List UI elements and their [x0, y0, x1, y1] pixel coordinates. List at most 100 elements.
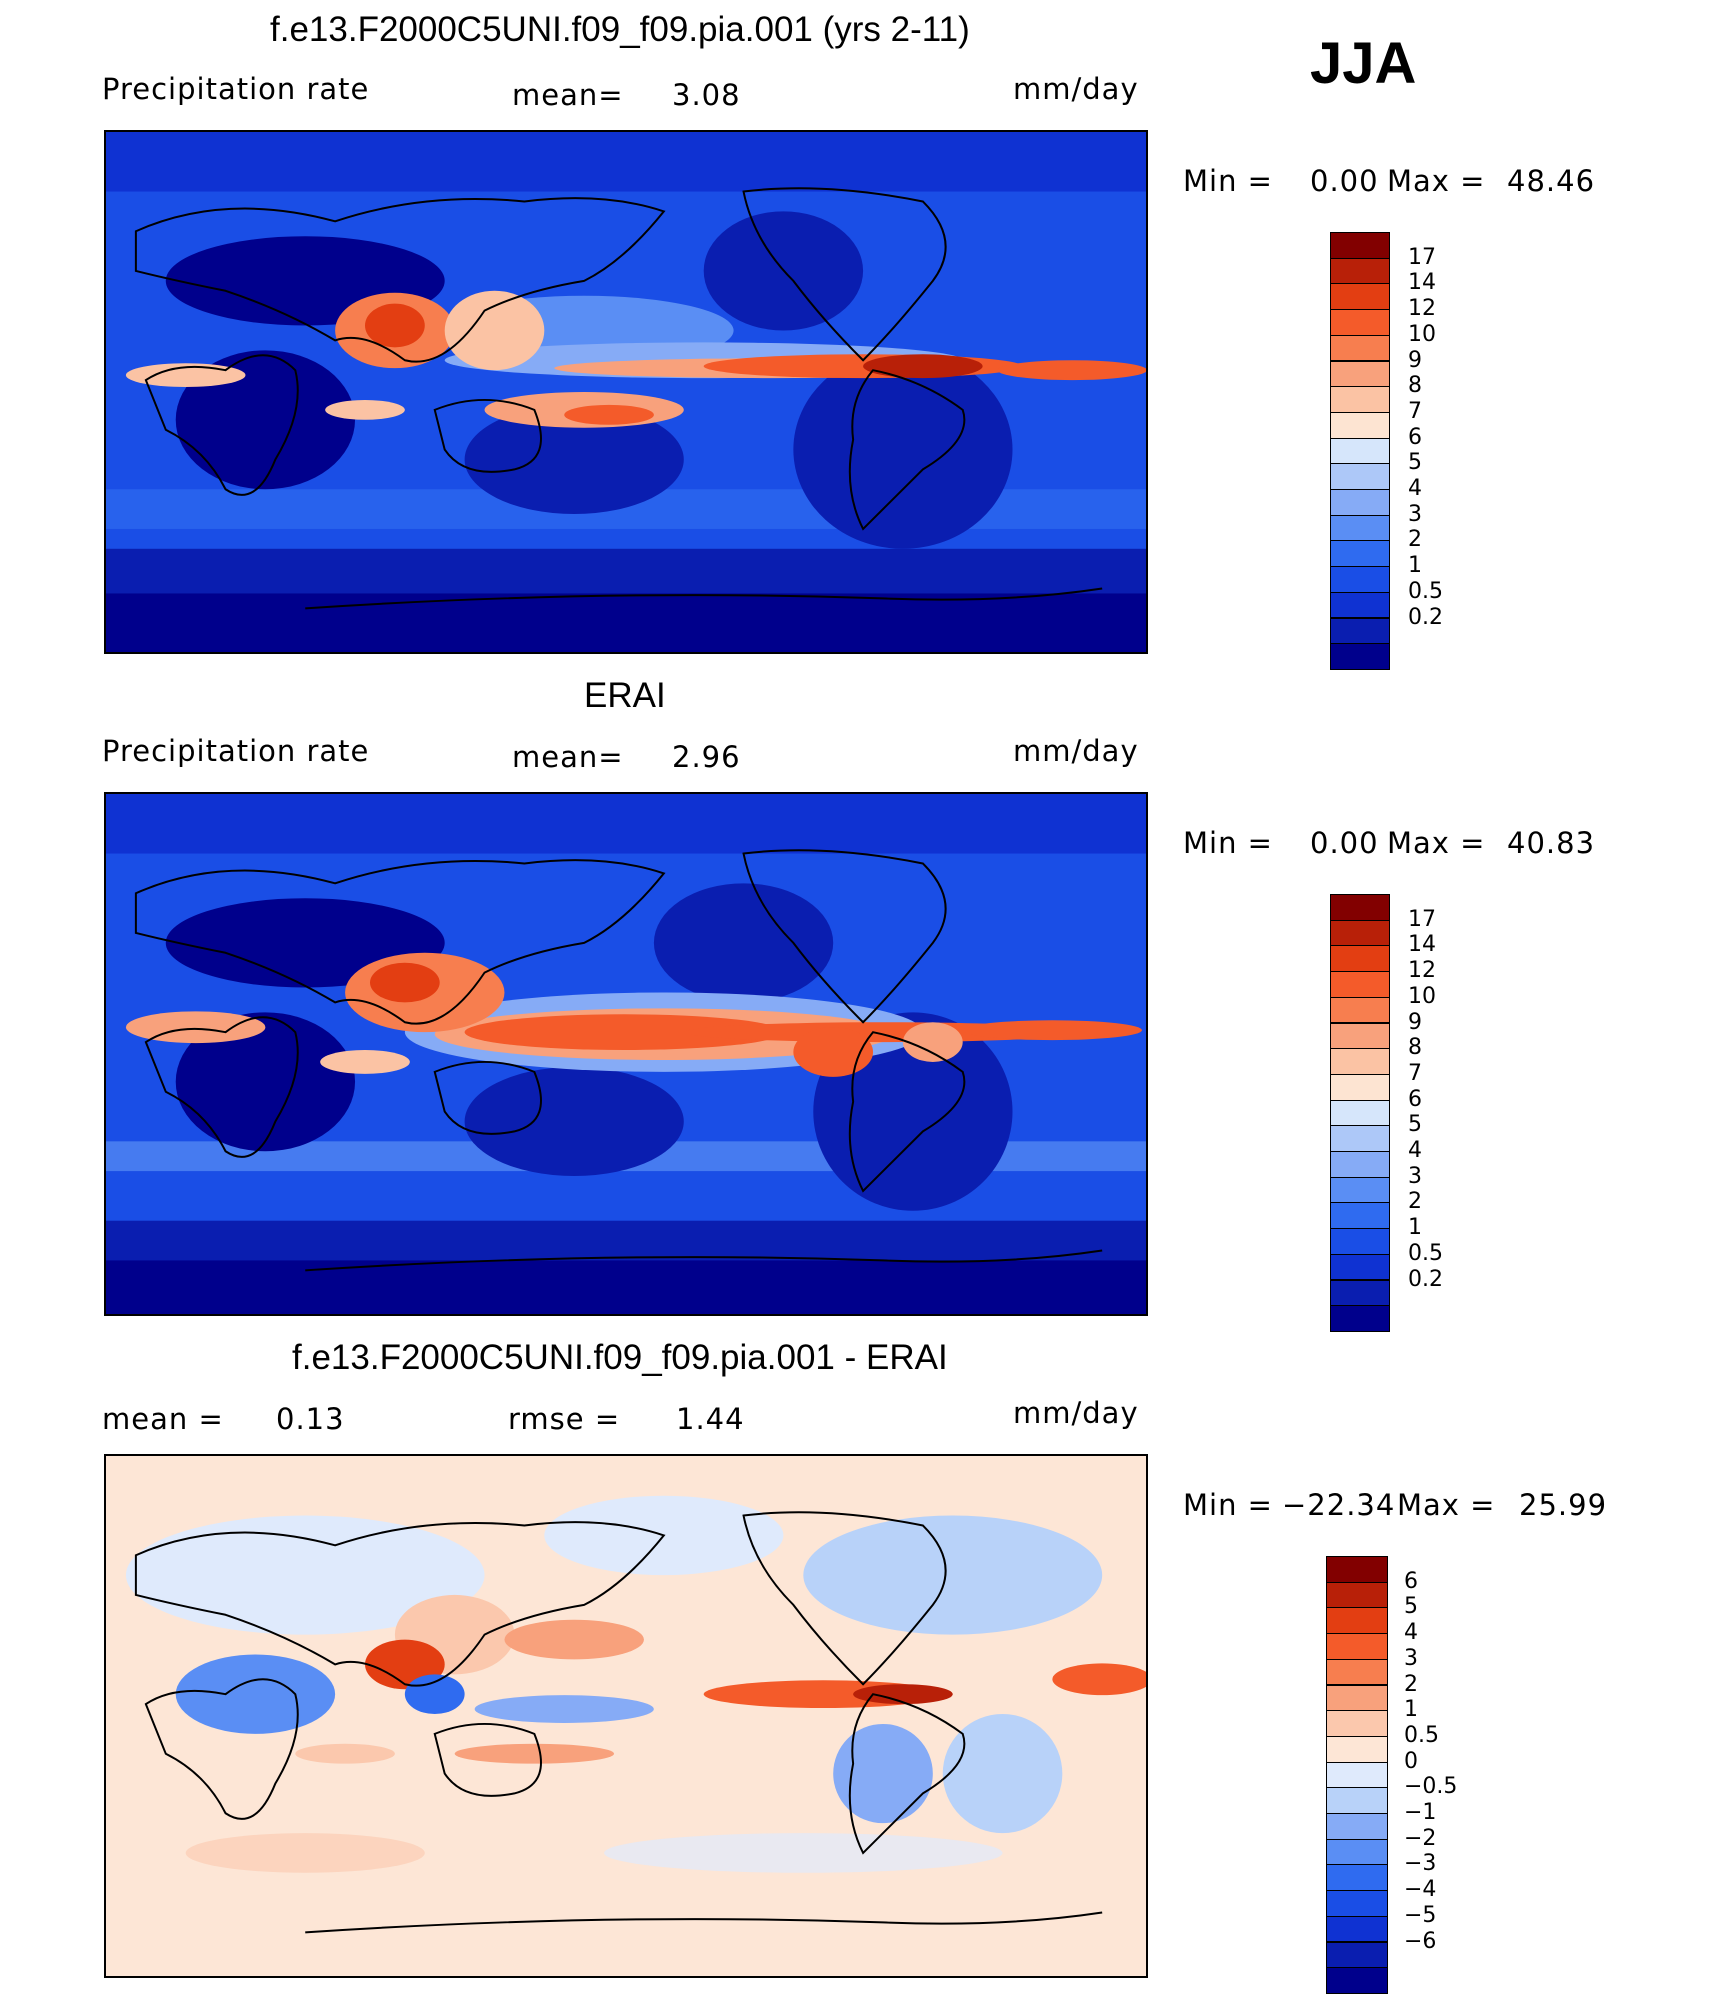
- colorbar2-tick-label: 14: [1408, 932, 1436, 958]
- panel1-variable-label: Precipitation rate: [102, 72, 370, 106]
- colorbar3-box: [1326, 1633, 1388, 1660]
- panel2-colorbar: 0.2 0.5 1 2 3 4 5 6 7 8 9 10 12 14 17: [1330, 894, 1530, 1332]
- colorbar2-tick-label: 17: [1408, 906, 1436, 932]
- colorbar2-box: [1330, 1073, 1390, 1101]
- colorbar3-box: [1326, 1941, 1388, 1969]
- panel1-map: [104, 130, 1148, 654]
- colorbar1-box: [1330, 360, 1390, 388]
- panel2-mean-value: 2.96: [672, 740, 741, 774]
- panel2-min-label: Min =: [1183, 826, 1273, 860]
- colorbar2-tick-label: 4: [1408, 1138, 1422, 1163]
- colorbar1-box: [1330, 566, 1390, 593]
- colorbar1-tick-label: 3: [1408, 501, 1422, 527]
- colorbar3-box: [1326, 1890, 1388, 1917]
- colorbar3-tick-label: −3: [1404, 1851, 1437, 1877]
- colorbar3-box: [1326, 1735, 1388, 1763]
- colorbar2-box: [1330, 1279, 1390, 1307]
- colorbar2-box: [1330, 996, 1390, 1024]
- panel3-units: mm/day: [1013, 1396, 1139, 1430]
- panel3-title: f.e13.F2000C5UNI.f09_f09.pia.001 - ERAI: [292, 1338, 948, 1377]
- panel1-min-value: 0.00: [1310, 164, 1379, 198]
- panel1-mean-value: 3.08: [672, 78, 741, 112]
- colorbar3-tick-label: −6: [1404, 1928, 1437, 1954]
- colorbar1-box: [1330, 489, 1390, 516]
- colorbar3-box: [1326, 1684, 1388, 1712]
- colorbar3-box: [1326, 1761, 1388, 1789]
- colorbar3-tick-label: 2: [1404, 1671, 1418, 1697]
- colorbar2-box: [1330, 945, 1390, 973]
- colorbar2-box: [1330, 1202, 1390, 1230]
- colorbar2-box: [1330, 1151, 1390, 1178]
- colorbar2-tick-label: 0.5: [1408, 1240, 1443, 1266]
- colorbar2-box: [1330, 1022, 1390, 1050]
- panel3-map-field: [106, 1456, 1146, 1976]
- colorbar1-box: [1330, 309, 1390, 336]
- panel2-title: ERAI: [584, 676, 666, 715]
- colorbar1-tick-label: 6: [1408, 424, 1422, 450]
- colorbar1-tick-label: 0.2: [1408, 604, 1443, 630]
- colorbar1-tick-label: 7: [1408, 398, 1422, 424]
- colorbar1-tick-label: 17: [1408, 244, 1436, 270]
- colorbar2-tick-label: 3: [1408, 1163, 1422, 1189]
- colorbar3-box: [1326, 1787, 1388, 1814]
- colorbar2-box: [1330, 1228, 1390, 1255]
- colorbar3-box: [1326, 1838, 1388, 1866]
- colorbar1-tick-label: 5: [1408, 450, 1422, 476]
- panel2-map: [104, 792, 1148, 1316]
- colorbar3-box: [1326, 1813, 1388, 1840]
- colorbar2-tick-label: 2: [1408, 1189, 1422, 1215]
- colorbar2-tick-label: 10: [1408, 983, 1436, 1009]
- colorbar3-tick-label: −0.5: [1404, 1774, 1458, 1800]
- panel1-mean-label: mean=: [512, 78, 624, 112]
- colorbar1-box: [1330, 257, 1390, 285]
- colorbar2-box: [1330, 1176, 1390, 1204]
- panel2-max-value: 40.83: [1507, 826, 1596, 860]
- panel3-min-value: −22.34: [1282, 1488, 1396, 1522]
- colorbar3-tick-label: −5: [1404, 1902, 1437, 1928]
- colorbar2-box: [1330, 1253, 1390, 1281]
- panel1-min-label: Min =: [1183, 164, 1273, 198]
- colorbar1-tick-label: 1: [1408, 553, 1422, 579]
- colorbar3-tick-label: 6: [1404, 1568, 1418, 1594]
- colorbar3-box: [1326, 1710, 1388, 1737]
- colorbar3-tick-label: 1: [1404, 1697, 1418, 1723]
- colorbar1-box: [1330, 232, 1390, 259]
- colorbar2-tick-label: 5: [1408, 1112, 1422, 1138]
- colorbar3-tick-label: −4: [1404, 1877, 1437, 1903]
- panel3-colorbar: −6 −5 −4 −3 −2 −1 −0.5 0 0.5 1 2 3 4 5 6: [1326, 1556, 1546, 1994]
- colorbar2-tick-label: 8: [1408, 1035, 1422, 1061]
- season-label: JJA: [1310, 31, 1417, 96]
- panel3-max-value: 25.99: [1519, 1488, 1608, 1522]
- colorbar2-box: [1330, 1099, 1390, 1127]
- colorbar1-box: [1330, 617, 1390, 645]
- panel2-mean-label: mean=: [512, 740, 624, 774]
- panel1-max-value: 48.46: [1507, 164, 1596, 198]
- colorbar1-tick-label: 9: [1408, 347, 1422, 373]
- panel1-colorbar: 0.2 0.5 1 2 3 4 5 6 7 8 9 10 12 14 17: [1330, 232, 1530, 670]
- colorbar3-box: [1326, 1915, 1388, 1943]
- panel3-rmse-label: rmse =: [508, 1402, 621, 1436]
- colorbar3-box: [1326, 1607, 1388, 1635]
- colorbar1-box: [1330, 386, 1390, 413]
- panel3-min-label: Min =: [1183, 1488, 1273, 1522]
- colorbar1-tick-label: 8: [1408, 373, 1422, 399]
- colorbar2-tick-label: 6: [1408, 1086, 1422, 1112]
- panel3-max-label: Max =: [1397, 1488, 1496, 1522]
- panel2-variable-label: Precipitation rate: [102, 734, 370, 768]
- colorbar1-tick-label: 12: [1408, 296, 1436, 322]
- colorbar1-box: [1330, 283, 1390, 311]
- colorbar1-tick-label: 4: [1408, 476, 1422, 501]
- colorbar2-box: [1330, 919, 1390, 947]
- colorbar2-box: [1330, 1125, 1390, 1152]
- colorbar2-tick-label: 7: [1408, 1060, 1422, 1086]
- colorbar3-box: [1326, 1967, 1388, 1994]
- panel1-title: f.e13.F2000C5UNI.f09_f09.pia.001 (yrs 2-…: [270, 10, 970, 49]
- colorbar2-tick-label: 1: [1408, 1215, 1422, 1241]
- colorbar3-box: [1326, 1864, 1388, 1892]
- colorbar1-tick-label: 14: [1408, 270, 1436, 296]
- panel1-map-field: [106, 132, 1146, 652]
- colorbar2-tick-label: 12: [1408, 958, 1436, 984]
- panel2-min-value: 0.00: [1310, 826, 1379, 860]
- colorbar1-box: [1330, 514, 1390, 542]
- panel3-map: [104, 1454, 1148, 1978]
